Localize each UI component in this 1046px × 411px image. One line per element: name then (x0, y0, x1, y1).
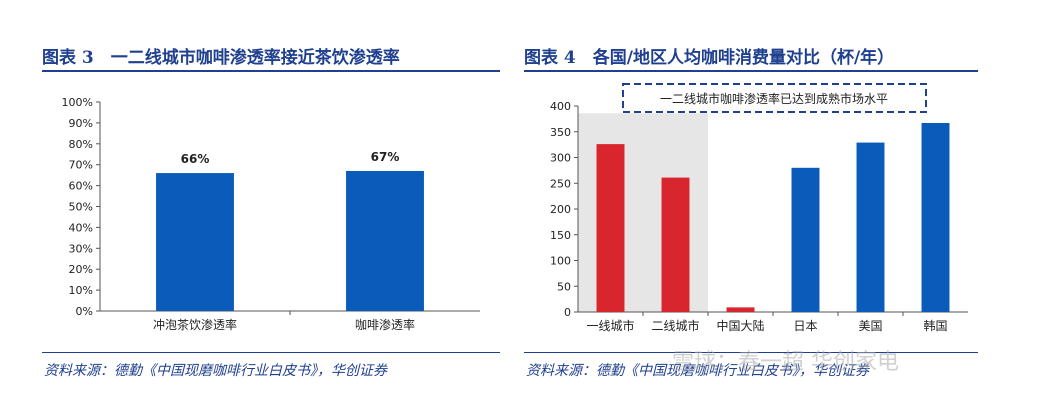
bar-5 (856, 142, 885, 312)
left-source-note: 资料来源：德勤《中国现磨咖啡行业白皮书》，华创证券 (44, 363, 387, 379)
y-tick-label: 80% (69, 138, 93, 151)
y-tick-label: 350 (550, 126, 571, 139)
annotation-text: 一二线城市咖啡渗透率已达到成熟市场水平 (660, 91, 888, 106)
x-tick-label: 韩国 (923, 318, 947, 333)
y-tick-label: 30% (69, 242, 93, 255)
y-tick-label: 0 (564, 306, 571, 319)
y-tick-label: 20% (69, 263, 93, 276)
right-title-rule (524, 70, 978, 72)
x-tick-label: 中国大陆 (716, 318, 764, 333)
bar-1 (156, 173, 234, 311)
y-tick-label: 0% (76, 305, 93, 318)
left-source-rule (42, 352, 500, 353)
x-tick-label: 二线城市 (651, 318, 699, 333)
y-tick-label: 400 (550, 100, 571, 113)
watermark: 雪球：春一超 华创家电 (672, 350, 899, 375)
left-bar-chart: 0% 10% 20% 30% 40% 50% 60% 70% 80% 90% 100% 66% 冲泡茶饮… (62, 96, 480, 332)
x-tick-label: 咖啡渗透率 (355, 317, 415, 332)
bar-2 (661, 177, 690, 312)
y-tick-label: 300 (550, 152, 571, 165)
annotation-box (622, 83, 927, 113)
data-label: 66% (181, 152, 210, 166)
y-tick-label: 250 (550, 177, 571, 190)
y-tick-label: 100 (550, 255, 571, 268)
x-tick-label: 美国 (858, 319, 882, 333)
bar-3 (726, 307, 755, 312)
left-title-rule (42, 70, 500, 72)
y-tick-label: 50 (557, 280, 571, 293)
y-tick-label: 50% (69, 201, 93, 214)
y-tick-label: 150 (550, 229, 571, 242)
y-tick-label: 200 (550, 203, 571, 216)
bar-6 (921, 122, 950, 312)
y-tick-label: 70% (69, 159, 93, 172)
bar-2 (346, 170, 424, 311)
right-chart-title: 图表 4 各国/地区人均咖啡消费量对比（杯/年） (524, 48, 895, 68)
left-chart-title: 图表 3 一二线城市咖啡渗透率接近茶饮渗透率 (42, 48, 400, 68)
bar-4 (791, 167, 820, 312)
right-bar-chart: 0 50 100 150 200 250 300 350 400 一线城市 二线城市 中国大陆 日本 美国… (550, 83, 968, 333)
y-tick-label: 100% (62, 96, 93, 109)
bar-1 (596, 144, 625, 312)
y-tick-label: 10% (69, 284, 93, 297)
y-tick-label: 60% (69, 180, 93, 193)
x-tick-label: 冲泡茶饮渗透率 (153, 317, 237, 332)
x-tick-label: 日本 (793, 319, 817, 333)
right-source-rule (524, 352, 978, 353)
y-tick-label: 40% (69, 221, 93, 234)
y-tick-label: 90% (69, 117, 93, 130)
x-tick-label: 一线城市 (586, 318, 634, 333)
right-source-note: 资料来源：德勤《中国现磨咖啡行业白皮书》，华创证券 (526, 363, 869, 379)
data-label: 67% (371, 150, 400, 164)
